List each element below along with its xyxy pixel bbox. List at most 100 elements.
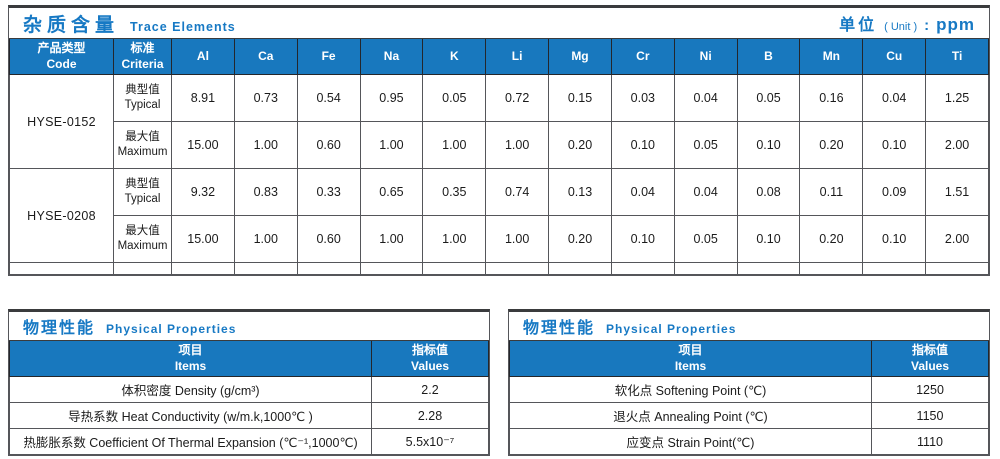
criteria-en: Typical: [124, 193, 161, 206]
table-row: 软化点 Softening Point (℃) 1250: [509, 376, 989, 404]
value-cell-cr: 0.03: [610, 74, 675, 123]
value-cell-b: 0.10: [736, 121, 801, 170]
table-row: 退火点 Annealing Point (℃) 1150: [509, 402, 989, 430]
col-element-cr: Cr: [610, 39, 675, 76]
value-cell-k: 0.05: [422, 74, 487, 123]
criteria-en: Maximum: [117, 240, 168, 253]
filler-cell: [171, 262, 235, 276]
filler-cell: [9, 262, 114, 276]
col-element-na: Na: [359, 39, 424, 76]
col-product-code-en: Code: [46, 56, 77, 71]
value-cell-na: 0.65: [359, 168, 424, 217]
col-product-code-zh: 产品类型: [37, 41, 86, 55]
trace-elements-panel: 杂质含量 Trace Elements 单位 ( Unit ) : ppm 产品…: [8, 5, 990, 277]
value-cell-al: 8.91: [171, 74, 235, 123]
value-cell-al: 15.00: [171, 121, 235, 170]
value-cell-ti: 2.00: [925, 121, 989, 170]
trace-title-zh: 杂质含量: [23, 14, 120, 36]
value-cell-ti: 1.51: [925, 168, 989, 217]
table-row: HYSE-0152 典型值 Typical 8.91 0.73 0.54 0.95 0.05 0…: [9, 74, 989, 170]
value-cell-al: 15.00: [171, 215, 235, 264]
col-element-b: B: [736, 39, 801, 76]
value-cell-cr: 0.04: [610, 168, 675, 217]
col-items-zh: 项目: [678, 343, 703, 357]
unit-en: ( Unit ): [884, 21, 918, 33]
criteria-zh: 最大值: [125, 130, 160, 143]
property-value: 5.5x10⁻⁷: [371, 428, 489, 456]
value-cell-cr: 0.10: [610, 215, 675, 264]
filler-cell: [233, 262, 298, 276]
value-cell-na: 1.00: [359, 121, 424, 170]
col-items-en: Items: [174, 358, 207, 373]
phys-right-title-bar: 物理性能 Physical Properties: [509, 312, 989, 341]
property-item: 导热系数 Heat Conductivity (w/m.k,1000℃ ): [9, 402, 372, 430]
col-criteria: 标准 Criteria: [113, 39, 172, 76]
table-row: 导热系数 Heat Conductivity (w/m.k,1000℃ ) 2.2…: [9, 402, 489, 430]
trace-title-en: Trace Elements: [130, 19, 236, 34]
physical-properties-table-right: 项目 Items 指标值 Values 软化点 Softening Point …: [509, 341, 989, 456]
value-cell-ca: 1.00: [233, 121, 298, 170]
property-value: 2.2: [371, 376, 489, 404]
property-item: 退火点 Annealing Point (℃): [509, 402, 872, 430]
value-cell-ni: 0.05: [673, 215, 738, 264]
value-cell-na: 0.95: [359, 74, 424, 123]
property-value: 2.28: [371, 402, 489, 430]
unit-value: ppm: [936, 15, 975, 34]
col-product-code: 产品类型 Code: [9, 39, 114, 76]
criteria-zh: 最大值: [125, 224, 160, 237]
table-row: HYSE-0208 典型值 Typical 9.32 0.83 0.33 0.65 0.35 0…: [9, 168, 989, 264]
phys-right-title-en: Physical Properties: [606, 322, 737, 336]
value-cell-mn: 0.16: [799, 74, 864, 123]
physical-properties-panel-left: 物理性能 Physical Properties 项目 Items 指标值 Va…: [8, 309, 490, 457]
filler-cell: [925, 262, 989, 276]
col-element-mg: Mg: [548, 39, 612, 76]
col-element-al: Al: [171, 39, 235, 76]
property-value: 1110: [871, 428, 989, 456]
phys-left-body: 体积密度 Density (g/cm³) 2.2 导热系数 Heat Conduct…: [9, 376, 489, 456]
phys-left-header-row: 项目 Items 指标值 Values: [9, 341, 489, 378]
filler-cell: [422, 262, 487, 276]
filler-cell: [113, 262, 172, 276]
table-row: 体积密度 Density (g/cm³) 2.2: [9, 376, 489, 404]
col-items-en: Items: [674, 358, 707, 373]
col-element-k: K: [422, 39, 487, 76]
value-cell-fe: 0.60: [296, 121, 361, 170]
value-cell-li: 1.00: [485, 215, 550, 264]
col-element-fe: Fe: [296, 39, 361, 76]
col-values-en: Values: [410, 358, 450, 373]
property-item: 热膨胀系数 Coefficient Of Thermal Expansion (…: [9, 428, 372, 456]
phys-left-title-zh: 物理性能: [23, 320, 96, 337]
phys-left-title: 物理性能 Physical Properties: [23, 314, 236, 338]
value-cell-li: 0.74: [485, 168, 550, 217]
value-cell-li: 0.72: [485, 74, 550, 123]
value-cell-cu: 0.09: [862, 168, 927, 217]
trace-title-bar: 杂质含量 Trace Elements 单位 ( Unit ) : ppm: [9, 8, 989, 39]
unit-label: 单位 ( Unit ) : ppm: [839, 11, 975, 35]
property-item: 软化点 Softening Point (℃): [509, 376, 872, 404]
value-cell-fe: 0.60: [296, 215, 361, 264]
unit-zh: 单位: [839, 17, 878, 34]
criteria-en: Maximum: [117, 146, 168, 159]
property-value: 1250: [871, 376, 989, 404]
criteria-en: Typical: [124, 99, 161, 112]
product-code: HYSE-0152: [9, 74, 114, 170]
col-element-li: Li: [485, 39, 550, 76]
table-row: 应变点 Strain Point(℃) 1110: [509, 428, 989, 456]
product-code: HYSE-0208: [9, 168, 114, 264]
value-cell-li: 1.00: [485, 121, 550, 170]
value-cell-k: 0.35: [422, 168, 487, 217]
phys-right-title: 物理性能 Physical Properties: [523, 314, 736, 338]
value-cell-fe: 0.33: [296, 168, 361, 217]
filler-cell: [799, 262, 864, 276]
value-cell-k: 1.00: [422, 215, 487, 264]
value-cell-cu: 0.10: [862, 215, 927, 264]
property-item: 应变点 Strain Point(℃): [509, 428, 872, 456]
col-values-en: Values: [910, 358, 950, 373]
physical-properties-panel-right: 物理性能 Physical Properties 项目 Items 指标值 Va…: [508, 309, 990, 457]
physical-properties-table-left: 项目 Items 指标值 Values 体积密度 Density (g/cm³)…: [9, 341, 489, 456]
filler-row: [9, 262, 989, 276]
col-element-cu: Cu: [862, 39, 927, 76]
value-cell-cr: 0.10: [610, 121, 675, 170]
value-cell-mn: 0.20: [799, 215, 864, 264]
col-element-mn: Mn: [799, 39, 864, 76]
